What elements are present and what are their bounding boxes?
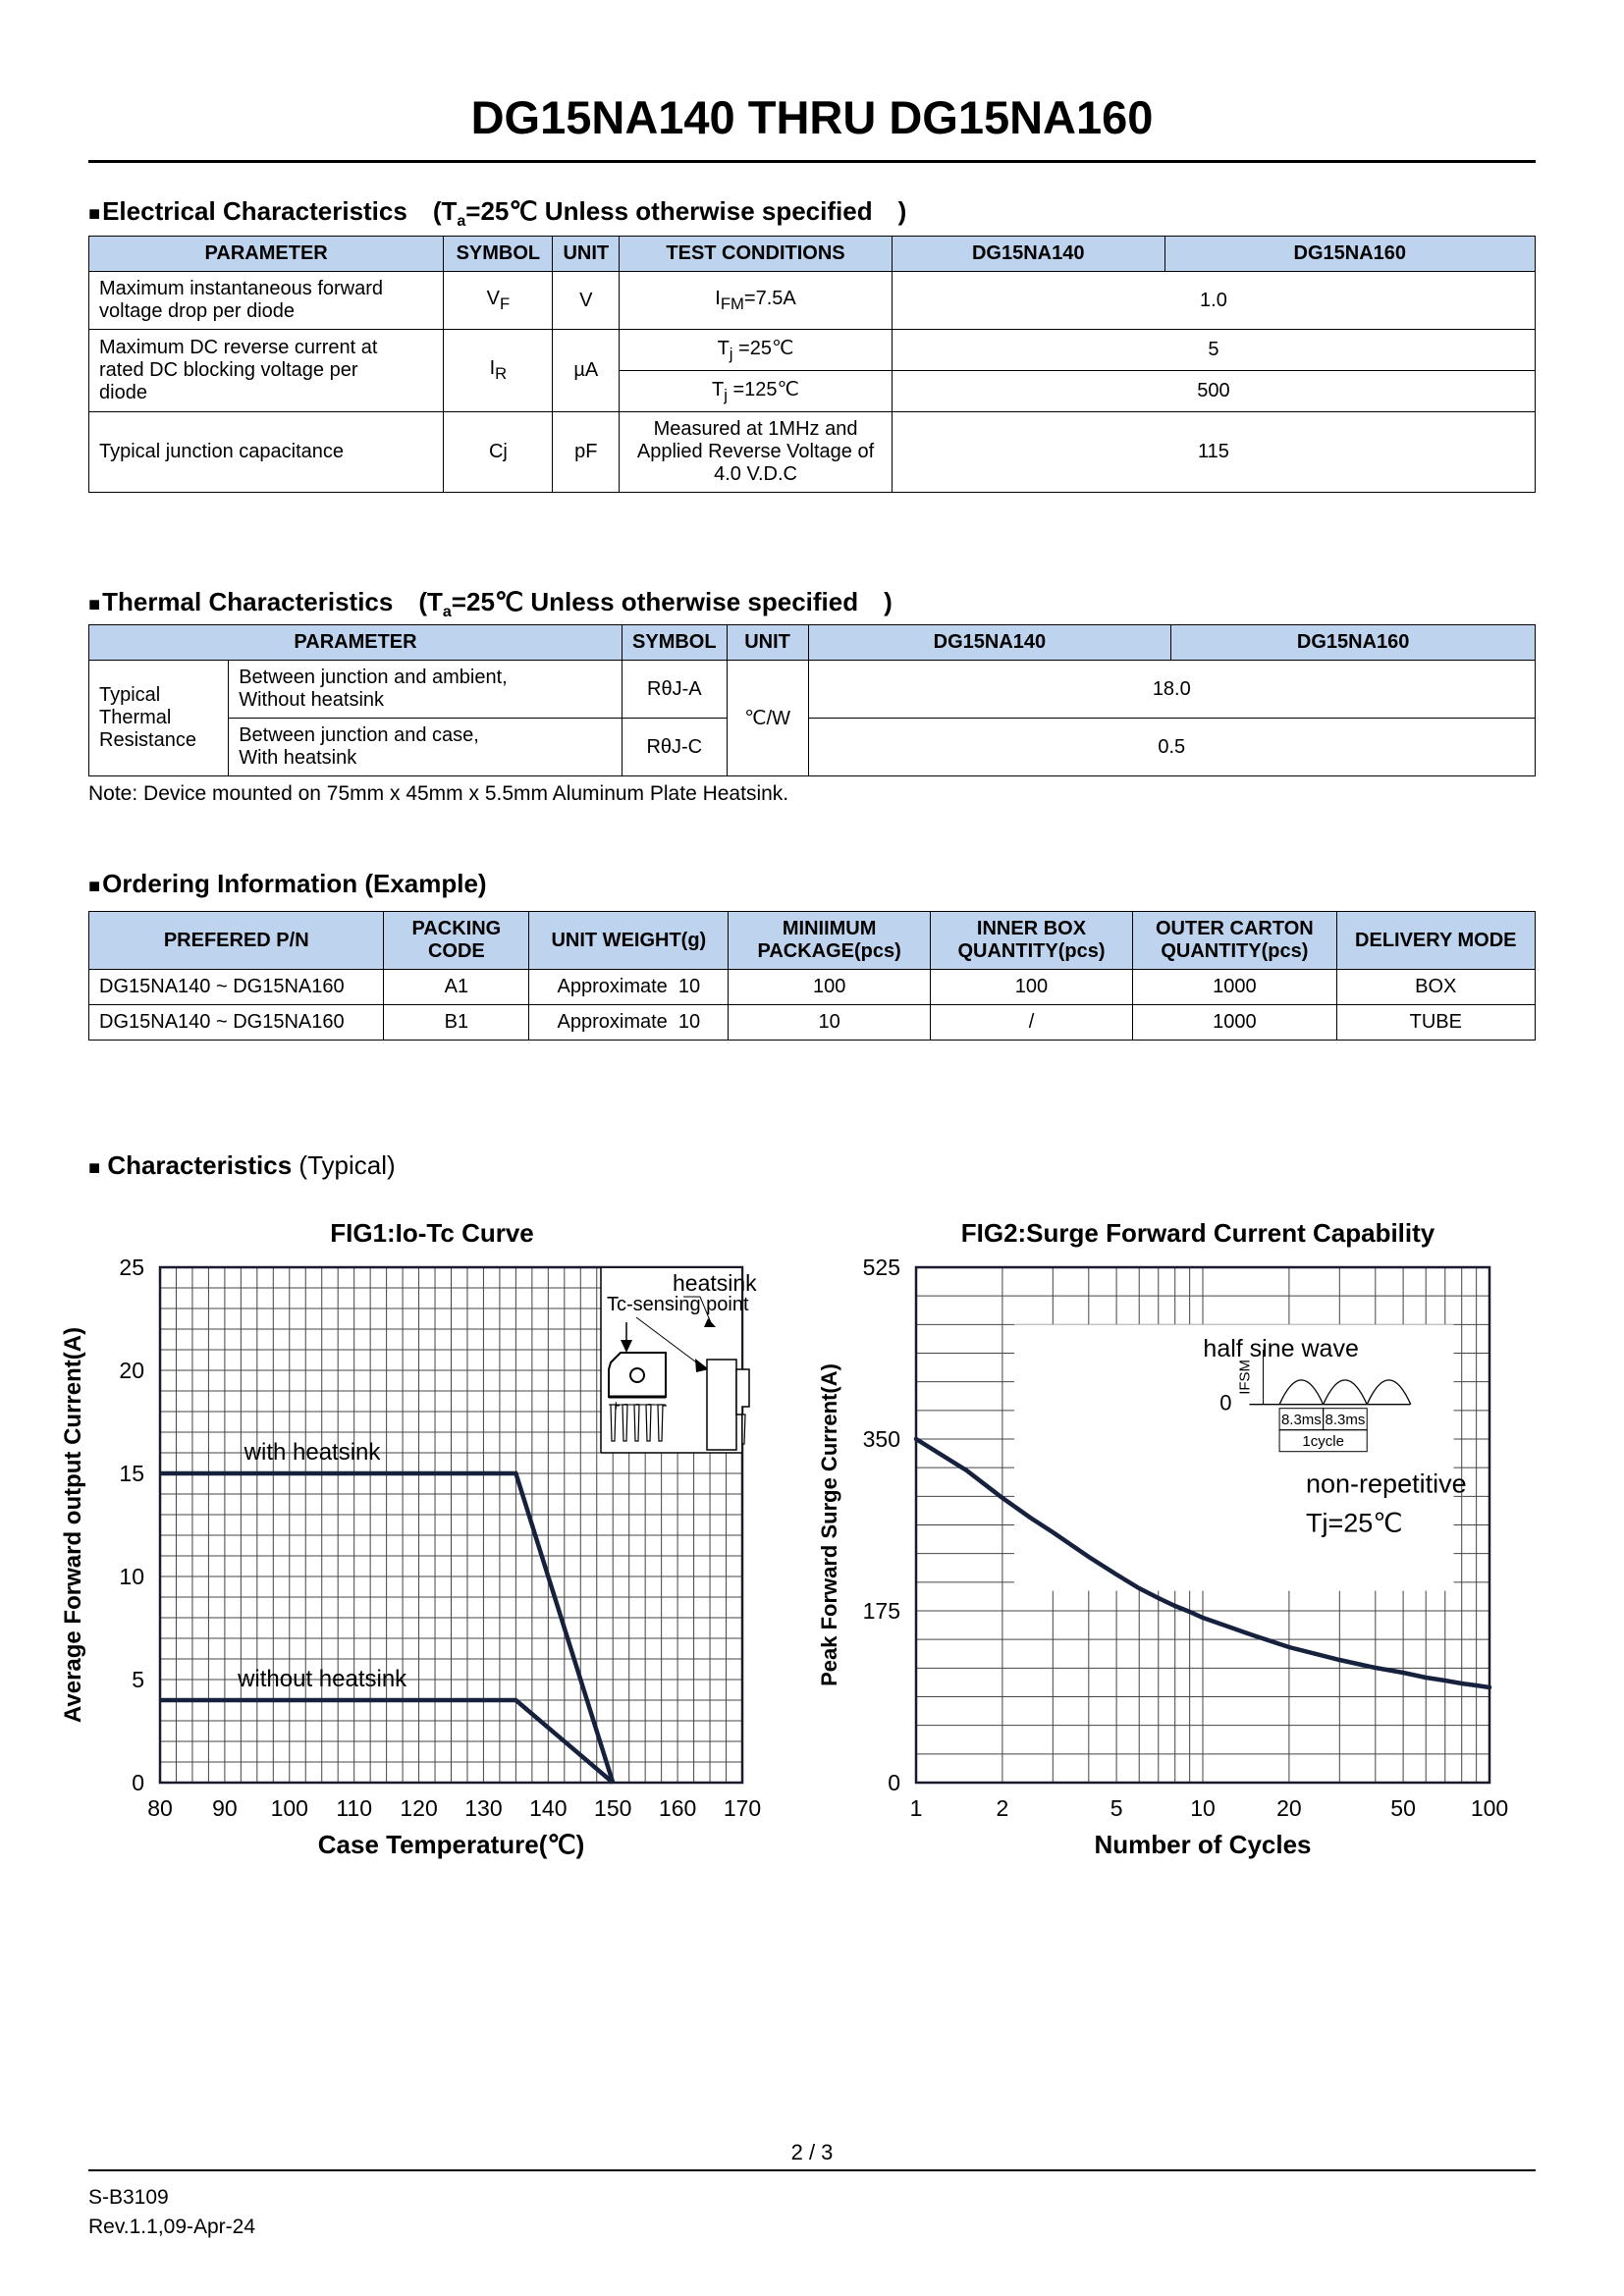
svg-text:non-repetitive: non-repetitive [1306, 1469, 1467, 1499]
svg-text:8.3ms: 8.3ms [1281, 1412, 1322, 1428]
svg-text:Average Forward output Current: Average Forward output Current(A) [60, 1327, 86, 1723]
svg-text:5: 5 [132, 1667, 144, 1692]
svg-text:25: 25 [119, 1255, 144, 1280]
svg-text:FIG1:Io-Tc Curve: FIG1:Io-Tc Curve [330, 1218, 534, 1248]
svg-text:Number of Cycles: Number of Cycles [1094, 1830, 1311, 1859]
svg-text:1: 1 [910, 1795, 923, 1821]
svg-text:20: 20 [119, 1358, 144, 1383]
svg-text:350: 350 [863, 1426, 900, 1452]
svg-text:10: 10 [119, 1564, 144, 1589]
svg-text:Peak Forward Surge Current(A): Peak Forward Surge Current(A) [817, 1363, 841, 1686]
svg-text:110: 110 [336, 1795, 372, 1821]
svg-text:10: 10 [1190, 1795, 1216, 1821]
svg-text:Tc-sensing point: Tc-sensing point [607, 1294, 749, 1315]
svg-text:0: 0 [1219, 1391, 1231, 1415]
svg-text:half sine wave: half sine wave [1203, 1335, 1358, 1362]
svg-text:FIG2:Surge Forward Current Cap: FIG2:Surge Forward Current Capability [961, 1218, 1435, 1248]
svg-text:50: 50 [1390, 1795, 1416, 1821]
svg-text:8.3ms: 8.3ms [1326, 1412, 1366, 1428]
svg-text:90: 90 [212, 1795, 238, 1821]
svg-text:without heatsink: without heatsink [237, 1666, 407, 1692]
svg-text:5: 5 [1110, 1795, 1123, 1821]
svg-text:170: 170 [724, 1795, 761, 1821]
svg-text:2: 2 [997, 1795, 1009, 1821]
svg-text:140: 140 [529, 1795, 567, 1821]
svg-text:with heatsink: with heatsink [244, 1439, 382, 1466]
svg-text:175: 175 [863, 1598, 900, 1624]
svg-text:20: 20 [1276, 1795, 1302, 1821]
svg-text:120: 120 [400, 1795, 437, 1821]
svg-text:0: 0 [132, 1770, 144, 1795]
svg-text:150: 150 [594, 1795, 631, 1821]
svg-text:100: 100 [1471, 1795, 1508, 1821]
svg-text:130: 130 [464, 1795, 502, 1821]
svg-text:IFSM: IFSM [1237, 1360, 1254, 1395]
svg-text:heatsink: heatsink [673, 1270, 757, 1296]
svg-text:160: 160 [659, 1795, 696, 1821]
svg-text:1cycle: 1cycle [1302, 1433, 1344, 1450]
svg-text:15: 15 [119, 1461, 144, 1486]
svg-text:Case Temperature(℃): Case Temperature(℃) [318, 1830, 584, 1859]
svg-text:100: 100 [271, 1795, 308, 1821]
svg-text:Tj=25℃: Tj=25℃ [1306, 1509, 1403, 1538]
svg-text:0: 0 [888, 1770, 900, 1795]
svg-text:80: 80 [147, 1795, 173, 1821]
svg-text:525: 525 [863, 1255, 900, 1280]
